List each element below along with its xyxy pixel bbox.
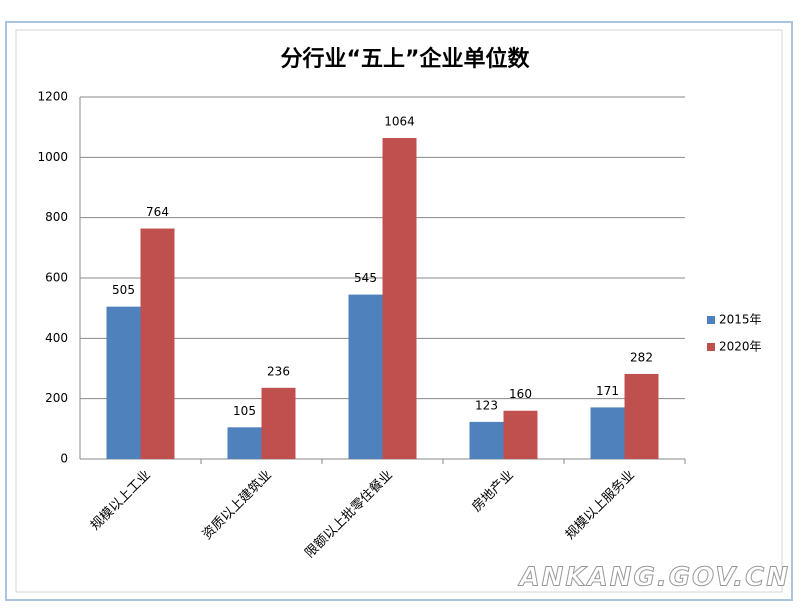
legend-label: 2020年 [719,340,762,354]
bar [590,407,625,459]
y-tick-label: 400 [45,331,68,345]
bar [624,373,659,459]
legend-swatch [707,316,715,324]
bar [261,387,296,459]
chart-title: 分行业“五上”企业单位数 [281,46,531,72]
bar [348,294,383,459]
data-label: 171 [596,384,619,398]
bar [106,306,141,459]
legend-swatch [707,343,715,351]
watermark: ANKANG.GOV.CN [518,563,790,593]
bar [469,421,504,459]
data-label: 236 [267,364,290,378]
y-tick-label: 800 [45,210,68,224]
y-tick-label: 200 [45,391,68,405]
data-label: 123 [475,398,498,412]
data-label: 160 [509,387,532,401]
data-label: 545 [354,271,377,285]
y-tick-label: 0 [60,452,68,466]
y-tick-label: 1000 [37,150,68,164]
y-tick-label: 600 [45,271,68,285]
bar [382,138,417,459]
legend-label: 2015年 [719,313,762,327]
data-label: 764 [146,205,169,219]
bar [227,427,262,459]
data-label: 282 [630,350,653,364]
bar [140,228,175,459]
data-label: 1064 [384,115,415,129]
bar [503,410,538,459]
data-label: 105 [233,404,256,418]
y-tick-label: 1200 [37,90,68,104]
data-label: 505 [112,283,135,297]
